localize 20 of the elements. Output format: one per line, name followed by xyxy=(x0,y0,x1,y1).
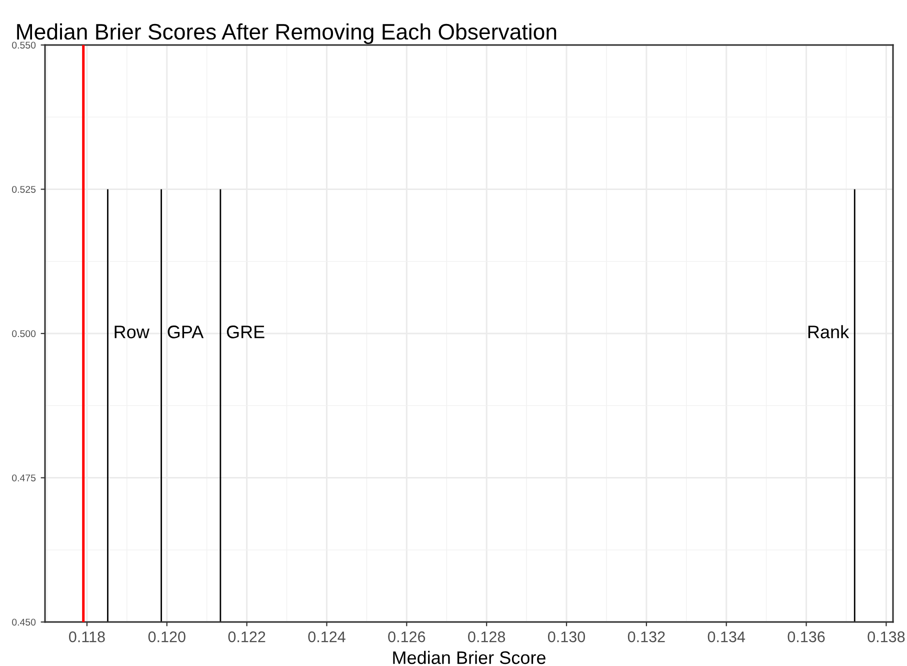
x-axis-title: Median Brier Score xyxy=(393,650,546,664)
x-tick-label: 0.128 xyxy=(468,631,506,642)
y-tick-label: 0.500 xyxy=(12,330,36,338)
x-tick-label: 0.136 xyxy=(788,631,825,642)
x-tick-label: 0.132 xyxy=(628,631,665,642)
annotation: Rank xyxy=(808,325,850,338)
x-tick-label: 0.138 xyxy=(868,631,905,642)
annotation: GPA xyxy=(168,326,204,338)
x-tick-label: 0.120 xyxy=(148,631,186,642)
annotation: GRE xyxy=(226,326,264,338)
x-tick-label: 0.134 xyxy=(708,631,746,642)
y-tick-label: 0.525 xyxy=(12,186,36,193)
annotation: Row xyxy=(114,326,150,338)
x-tick-label: 0.124 xyxy=(308,631,346,642)
x-tick-label: 0.122 xyxy=(228,631,266,642)
x-tick-label: 0.130 xyxy=(548,631,586,642)
y-tick-label: 0.475 xyxy=(12,474,36,482)
y-tick-label: 0.450 xyxy=(12,618,36,626)
x-tick-label: 0.126 xyxy=(388,631,426,642)
x-tick-label: 0.118 xyxy=(69,631,105,642)
